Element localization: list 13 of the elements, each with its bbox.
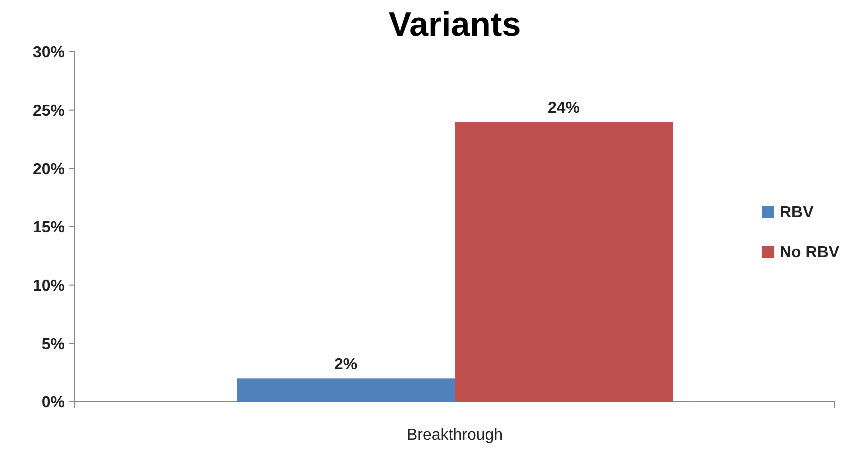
y-tick-label: 30% (32, 44, 65, 62)
legend-label: RBV (780, 204, 814, 222)
x-tick-label: Breakthrough (406, 427, 504, 444)
y-tick-label: 10% (32, 278, 65, 295)
data-label: 2% (334, 356, 358, 374)
chart-title: Variants (388, 6, 522, 44)
y-tick-label: 20% (32, 161, 65, 178)
legend-label: No RBV (780, 244, 840, 262)
data-label: 24% (548, 100, 580, 117)
y-tick-label: 15% (32, 220, 65, 237)
y-tick-label: 25% (32, 102, 65, 120)
y-tick-label: 0% (42, 394, 65, 412)
y-tick-label: 5% (42, 336, 65, 354)
